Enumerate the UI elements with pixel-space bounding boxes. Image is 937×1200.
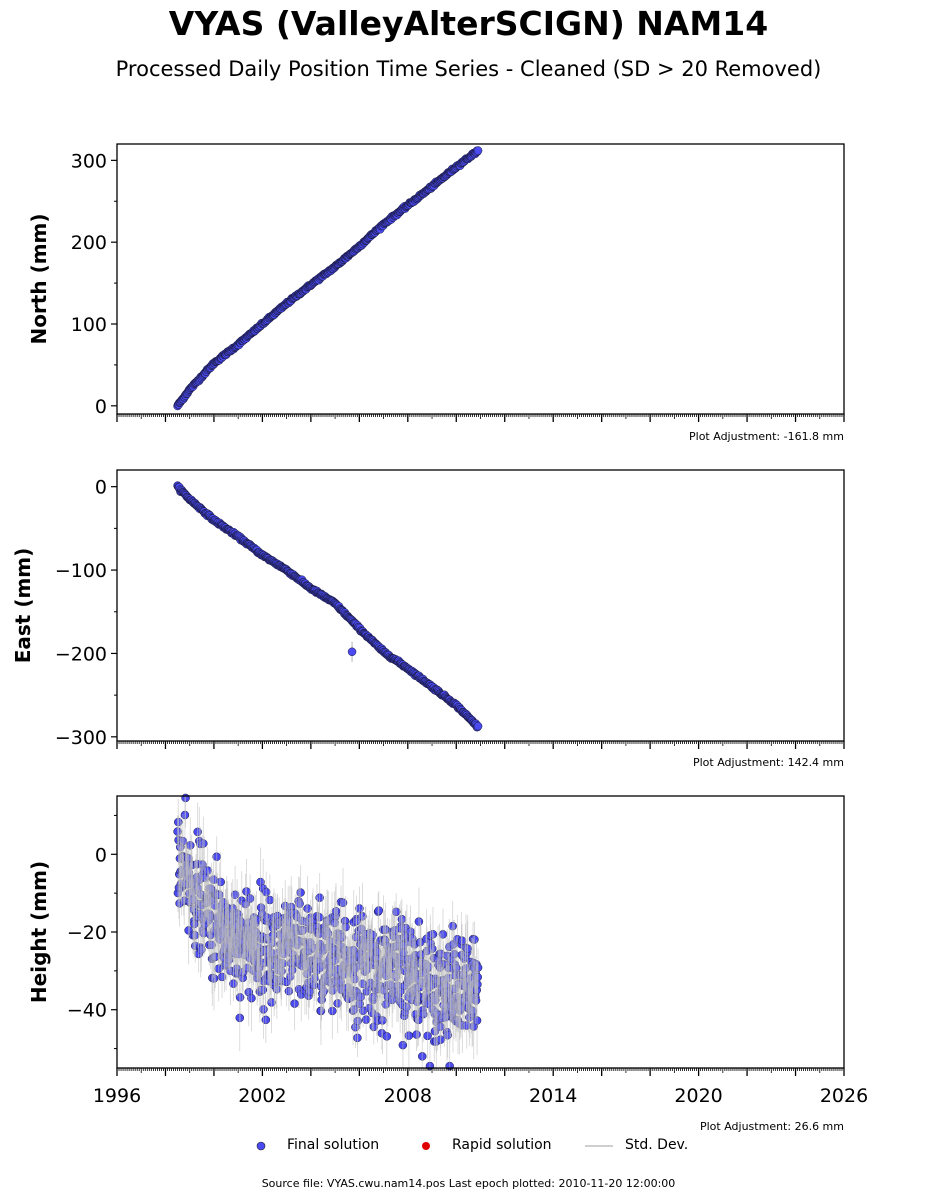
y-tick-label: −300 (55, 727, 107, 749)
x-tick-label: 1996 (93, 1085, 141, 1107)
y-tick-label: −40 (67, 1000, 107, 1022)
data-point (473, 721, 483, 731)
x-tick-label: 2026 (820, 1085, 868, 1107)
panel-2: 0 −20 −40 1996 2002 2008 2014 2020 2026 Height (m… (27, 793, 868, 1107)
y-tick-label: 300 (71, 150, 107, 172)
y-axis-label: Height (mm) (27, 861, 51, 1003)
panel-0: 0 100 200 300 North (mm) (27, 143, 845, 422)
source-footer: Source file: VYAS.cwu.nam14.pos Last epo… (261, 1177, 676, 1190)
y-tick-label: −200 (55, 643, 107, 665)
legend-rapid-label: Rapid solution (452, 1137, 552, 1153)
x-tick-label: 2014 (529, 1085, 577, 1107)
y-tick-label: 100 (71, 314, 107, 336)
page-subtitle: Processed Daily Position Time Series - C… (115, 57, 822, 81)
rapid-solution-marker-icon (422, 1142, 430, 1150)
x-tick-label: 2008 (384, 1085, 432, 1107)
y-tick-label: −100 (55, 560, 107, 582)
y-axis-label: North (mm) (27, 213, 51, 344)
north-plot-adjustment: Plot Adjustment: -161.8 mm (689, 430, 844, 443)
outlier-point (347, 647, 357, 657)
height-plot-adjustment: Plot Adjustment: 26.6 mm (699, 1120, 844, 1133)
y-tick-label: −20 (67, 922, 107, 944)
legend-std-label: Std. Dev. (625, 1137, 689, 1153)
legend-final-label: Final solution (287, 1137, 380, 1153)
final-solution-marker-icon (256, 1141, 266, 1151)
plot-frame (116, 143, 845, 415)
y-tick-label: 0 (95, 477, 107, 499)
page-title: VYAS (ValleyAlterSCIGN) NAM14 (168, 4, 769, 43)
data-points (173, 481, 483, 732)
y-tick-label: 200 (71, 232, 107, 254)
y-axis-label: East (mm) (11, 548, 35, 664)
x-tick-label: 2020 (674, 1085, 722, 1107)
std-dev-bars (177, 796, 479, 1068)
x-tick-label: 2002 (238, 1085, 286, 1107)
panel-1: 0 −100 −200 −300 East (mm) (11, 469, 845, 749)
y-tick-label: 0 (95, 396, 107, 418)
plot-frame (116, 469, 845, 742)
east-plot-adjustment: Plot Adjustment: 142.4 mm (692, 756, 844, 769)
data-points (173, 146, 483, 411)
std-dev-line-icon (585, 1145, 613, 1147)
y-tick-label: 0 (95, 844, 107, 866)
data-point (473, 146, 483, 155)
